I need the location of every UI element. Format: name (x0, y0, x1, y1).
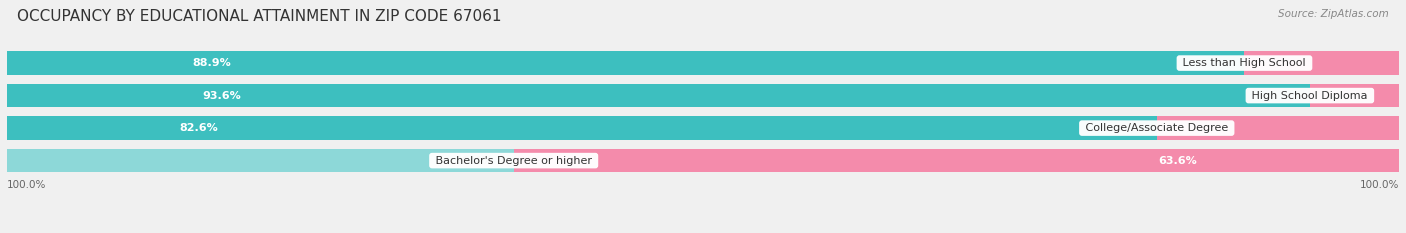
Text: OCCUPANCY BY EDUCATIONAL ATTAINMENT IN ZIP CODE 67061: OCCUPANCY BY EDUCATIONAL ATTAINMENT IN Z… (17, 9, 502, 24)
Text: Less than High School: Less than High School (1180, 58, 1309, 68)
Bar (1244, 51, 1399, 75)
Bar (7, 51, 1244, 75)
Text: 100.0%: 100.0% (7, 180, 46, 190)
Legend: Owner-occupied, Renter-occupied: Owner-occupied, Renter-occupied (585, 230, 821, 233)
Bar (7, 84, 1399, 107)
Bar (7, 51, 1399, 75)
Text: 82.6%: 82.6% (180, 123, 218, 133)
Text: 88.9%: 88.9% (193, 58, 232, 68)
Bar (7, 149, 1399, 172)
Bar (513, 149, 1399, 172)
Text: Source: ZipAtlas.com: Source: ZipAtlas.com (1278, 9, 1389, 19)
Bar (1310, 84, 1399, 107)
Text: 100.0%: 100.0% (1360, 180, 1399, 190)
Bar (7, 149, 513, 172)
Bar (1157, 116, 1399, 140)
Bar (7, 84, 1310, 107)
Text: Bachelor's Degree or higher: Bachelor's Degree or higher (432, 156, 596, 166)
Text: 36.4%: 36.4% (454, 156, 494, 166)
Bar (7, 116, 1399, 140)
Text: High School Diploma: High School Diploma (1249, 91, 1371, 101)
Text: 93.6%: 93.6% (202, 91, 242, 101)
Bar (7, 116, 1157, 140)
Text: College/Associate Degree: College/Associate Degree (1081, 123, 1232, 133)
Text: 63.6%: 63.6% (1159, 156, 1197, 166)
